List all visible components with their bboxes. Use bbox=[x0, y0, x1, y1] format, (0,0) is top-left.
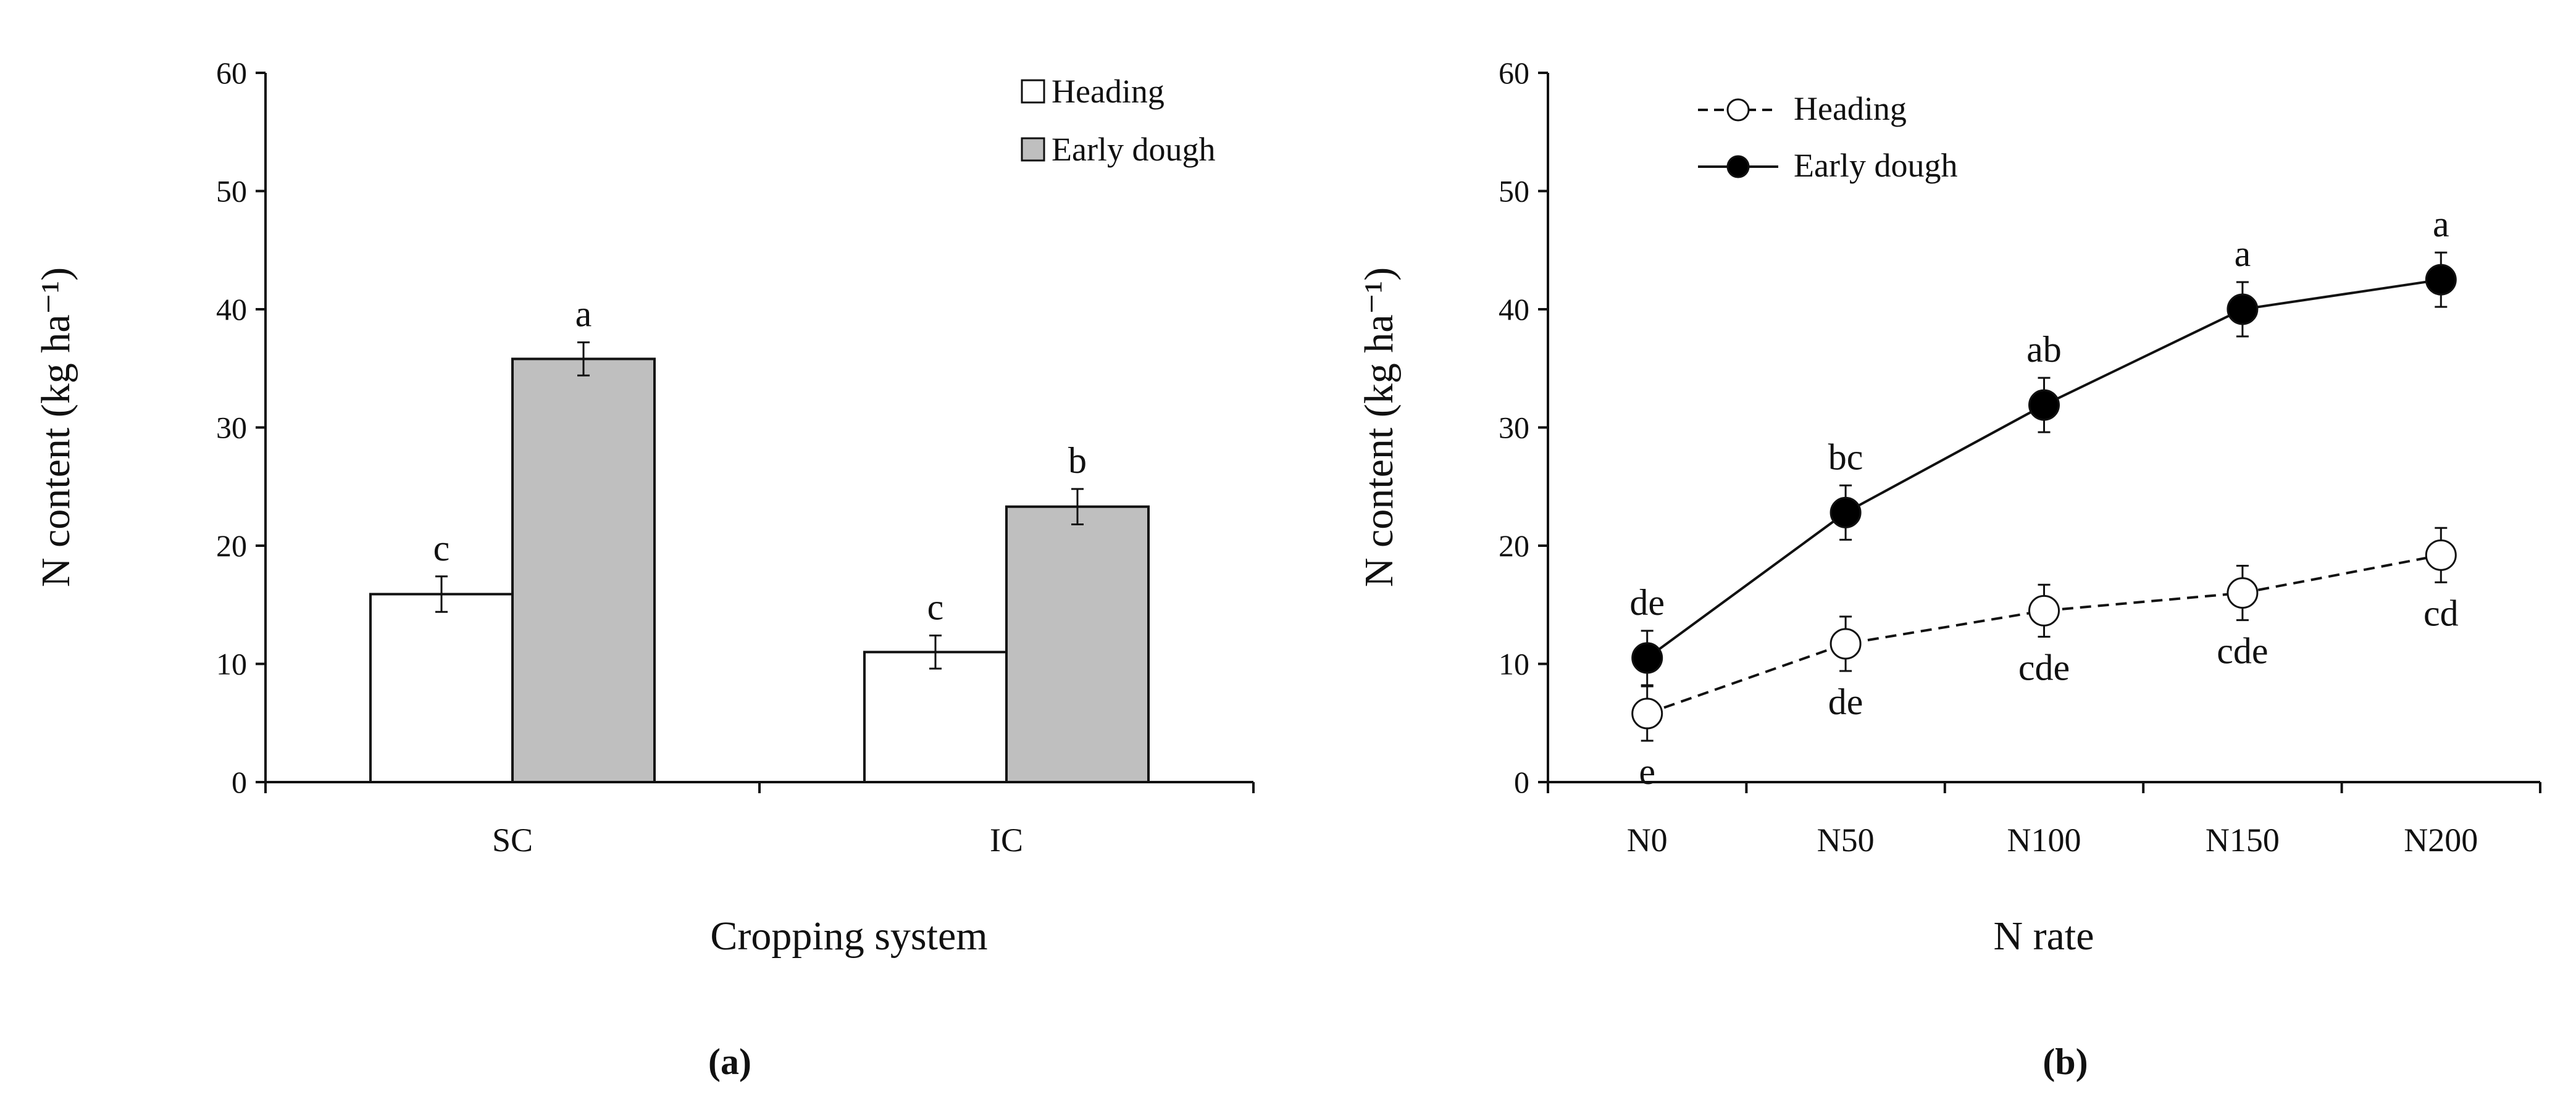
panel-a-x-tick-label-sc: SC bbox=[492, 822, 533, 859]
panel-b-legend: Heading Early dough bbox=[1698, 90, 1957, 184]
legend-early-dough-label: Early dough bbox=[1794, 147, 1957, 184]
panel-a-x-axis-title: Cropping system bbox=[710, 914, 987, 959]
bar-heading-sc bbox=[369, 593, 514, 783]
panel-b-y-ticks: 0 10 20 30 40 50 60 bbox=[1499, 56, 1548, 799]
sig-letter-early-dough-n200: a bbox=[2433, 204, 2449, 244]
sig-letter-heading-n0: e bbox=[1639, 751, 1655, 792]
panel-b-y-tick-label: 30 bbox=[1499, 410, 1529, 445]
legend-heading-label: Heading bbox=[1794, 90, 1907, 127]
point-early-dough-n200 bbox=[2425, 264, 2457, 296]
point-early-dough-n50 bbox=[1830, 496, 1862, 528]
sig-letter-heading-n150: cde bbox=[2217, 631, 2268, 672]
panel-b-x-tick-label-n100: N100 bbox=[2007, 822, 2081, 859]
sig-letter-early-dough-n0: de bbox=[1629, 582, 1665, 623]
panel-a-significance-letters: c a c b bbox=[433, 294, 1087, 628]
point-heading-n200 bbox=[2425, 539, 2457, 571]
panel-a-x-ticks: SC IC bbox=[264, 782, 1255, 859]
sig-letter-heading-ic: c bbox=[927, 587, 944, 628]
panel-a-y-tick-label: 40 bbox=[216, 292, 247, 327]
legend-early-dough-label: Early dough bbox=[1052, 131, 1215, 168]
legend-early-dough-marker bbox=[1726, 155, 1750, 178]
point-heading-n50 bbox=[1830, 628, 1862, 660]
sig-letter-heading-n50: de bbox=[1828, 681, 1863, 722]
point-early-dough-n0 bbox=[1631, 642, 1663, 674]
panel-a-y-tick-label: 0 bbox=[232, 765, 247, 799]
sig-letter-early-dough-sc: a bbox=[575, 294, 592, 335]
panel-b-label: (b) bbox=[2043, 1041, 2088, 1082]
panel-a-y-ticks: 0 10 20 30 40 50 60 bbox=[216, 56, 266, 799]
panel-a-x-tick-label-ic: IC bbox=[990, 822, 1023, 859]
sig-letter-heading-n200: cd bbox=[2423, 593, 2459, 633]
panel-b-x-axis-title: N rate bbox=[1993, 914, 2094, 959]
point-heading-n100 bbox=[2028, 594, 2060, 627]
panel-a: 0 10 20 30 40 50 60 SC IC c a c b N content (kg ha… bbox=[33, 56, 1255, 1082]
sig-letter-heading-sc: c bbox=[433, 528, 450, 569]
panel-a-label: (a) bbox=[708, 1041, 751, 1082]
panel-b-x-ticks: N0 N50 N100 N150 N200 bbox=[1547, 782, 2541, 859]
panel-b-x-tick-label-n150: N150 bbox=[2206, 822, 2280, 859]
sig-letter-heading-n100: cde bbox=[2018, 647, 2070, 688]
panel-b-y-tick-label: 10 bbox=[1499, 647, 1529, 681]
panel-a-y-tick-label: 60 bbox=[216, 56, 247, 90]
point-heading-n150 bbox=[2227, 577, 2259, 609]
panel-a-legend: Heading Early dough bbox=[1021, 73, 1215, 168]
bar-early-dough-sc bbox=[511, 357, 656, 783]
panel-b-series bbox=[1631, 251, 2457, 742]
panel-b-x-tick-label-n50: N50 bbox=[1817, 822, 1875, 859]
sig-letter-early-dough-n100: ab bbox=[2026, 329, 2062, 370]
panel-b-y-tick-label: 0 bbox=[1514, 765, 1529, 799]
panel-b-significance-letters: e de cde cde cd de bc ab a a bbox=[1629, 204, 2458, 792]
sig-letter-early-dough-n150: a bbox=[2235, 233, 2251, 274]
point-heading-n0 bbox=[1631, 698, 1663, 730]
legend-heading-marker bbox=[1726, 98, 1750, 122]
panel-b-y-tick-label: 50 bbox=[1499, 174, 1529, 209]
panel-b-y-tick-label: 60 bbox=[1499, 56, 1529, 90]
point-early-dough-n100 bbox=[2028, 389, 2060, 421]
panel-a-y-tick-label: 20 bbox=[216, 528, 247, 563]
panel-b-y-axis-title: N content (kg ha⁻¹) bbox=[1357, 267, 1402, 587]
panel-b-y-tick-label: 40 bbox=[1499, 292, 1529, 327]
panel-a-y-tick-label: 10 bbox=[216, 647, 247, 681]
panel-b: 0 10 20 30 40 50 60 N0 N50 N100 N150 N200 e de cde cd… bbox=[1357, 56, 2541, 1082]
bar-heading-ic bbox=[863, 651, 1008, 783]
sig-letter-early-dough-ic: b bbox=[1068, 440, 1087, 481]
panel-a-y-axis-title: N content (kg ha⁻¹) bbox=[33, 267, 78, 587]
point-early-dough-n150 bbox=[2227, 293, 2259, 325]
panel-b-y-tick-label: 20 bbox=[1499, 528, 1529, 563]
panel-b-x-tick-label-n0: N0 bbox=[1627, 822, 1668, 859]
sig-letter-early-dough-n50: bc bbox=[1828, 436, 1863, 477]
legend-early-dough-swatch bbox=[1021, 137, 1045, 162]
legend-heading-swatch bbox=[1021, 79, 1045, 104]
panel-a-y-tick-label: 30 bbox=[216, 410, 247, 445]
panel-b-x-tick-label-n200: N200 bbox=[2404, 822, 2478, 859]
panel-a-y-tick-label: 50 bbox=[216, 174, 247, 209]
panel-a-bars bbox=[369, 341, 1150, 783]
bar-early-dough-ic bbox=[1005, 505, 1150, 783]
legend-heading-label: Heading bbox=[1052, 73, 1165, 110]
